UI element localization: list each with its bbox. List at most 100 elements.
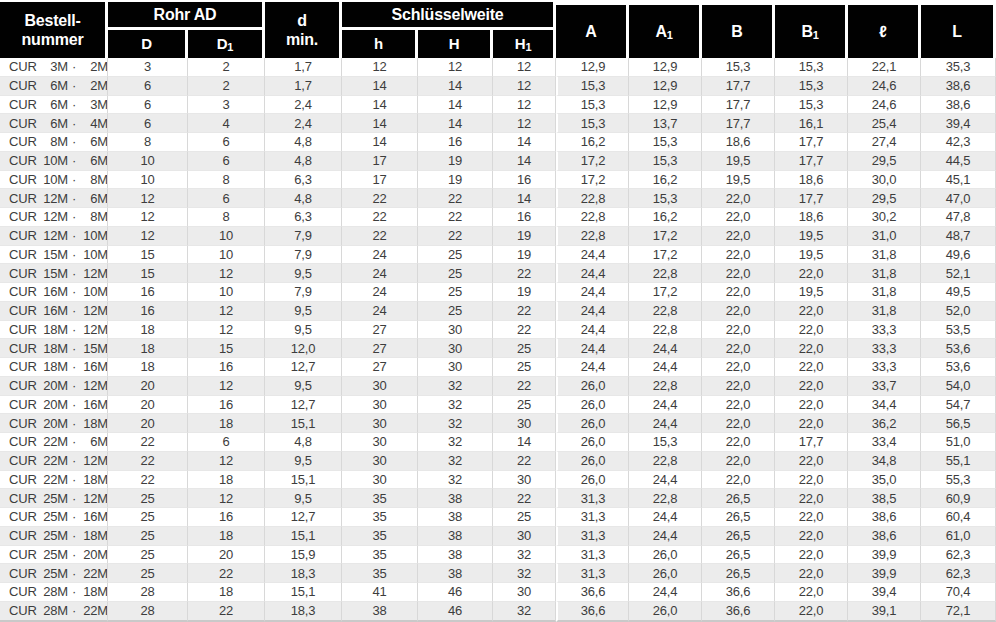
value-cell: 18 (188, 471, 265, 490)
value-cell: 24 (342, 302, 418, 321)
value-cell: 16,1 (775, 114, 848, 133)
table-row: CUR25M·12M25129,535382231,322,826,522,03… (0, 489, 996, 508)
order-number-part-s1: 25M (40, 566, 68, 581)
value-cell: 35 (342, 508, 418, 527)
value-cell: 24 (342, 264, 418, 283)
value-cell: 15,1 (265, 583, 342, 602)
order-number-part-s1: 15M (40, 266, 68, 281)
col-header-l-small: ℓ (848, 0, 921, 58)
value-cell: 8 (188, 208, 265, 227)
col-header-rohr-ad: Rohr AD (108, 0, 265, 30)
order-number-part-s1: 20M (40, 378, 68, 393)
value-cell: 22,0 (775, 377, 848, 396)
order-number-part-s2: 12M (80, 266, 108, 281)
value-cell: 26,0 (629, 564, 702, 583)
value-cell: 22,8 (629, 377, 702, 396)
value-cell: 12 (418, 58, 493, 77)
value-cell: 22,8 (629, 264, 702, 283)
order-number-part-s2: 6M (80, 134, 108, 149)
value-cell: 19 (418, 152, 493, 171)
value-cell: 8 (108, 133, 188, 152)
order-number-part-pfx: CUR (9, 472, 40, 487)
value-cell: 22,1 (848, 58, 921, 77)
value-cell: 14 (342, 133, 418, 152)
table-row: CUR25M·18M251815,135383031,324,426,522,0… (0, 527, 996, 546)
value-cell: 25 (108, 508, 188, 527)
value-cell: 9,5 (265, 377, 342, 396)
value-cell: 39,4 (848, 583, 921, 602)
value-cell: 36,6 (702, 583, 775, 602)
value-cell: 6 (188, 189, 265, 208)
value-cell: 22 (418, 208, 493, 227)
value-cell: 17,7 (702, 77, 775, 96)
order-number-part-s1: 16M (40, 303, 68, 318)
value-cell: 30 (342, 452, 418, 471)
value-cell: 24,4 (629, 527, 702, 546)
value-cell: 30 (493, 471, 556, 490)
value-cell: 30 (493, 414, 556, 433)
order-number-part-pfx: CUR (9, 341, 40, 356)
value-cell: 22,8 (629, 452, 702, 471)
value-cell: 32 (418, 377, 493, 396)
value-cell: 32 (418, 396, 493, 415)
value-cell: 25 (418, 302, 493, 321)
value-cell: 35,0 (848, 471, 921, 490)
value-cell: 19,5 (775, 246, 848, 265)
col-header-bestellnummer: Bestell- nummer (0, 0, 108, 58)
col-header-h-big: H (418, 30, 493, 58)
value-cell: 12 (188, 377, 265, 396)
value-cell: 45,1 (921, 171, 996, 190)
value-cell: 22 (108, 471, 188, 490)
value-cell: 15,3 (556, 77, 629, 96)
value-cell: 8 (188, 171, 265, 190)
value-cell: 7,9 (265, 283, 342, 302)
value-cell: 33,3 (848, 321, 921, 340)
value-cell: 30 (418, 339, 493, 358)
value-cell: 48,7 (921, 227, 996, 246)
value-cell: 38,6 (921, 77, 996, 96)
value-cell: 17,7 (775, 152, 848, 171)
value-cell: 22 (108, 452, 188, 471)
col-header-b1: B1 (775, 0, 848, 58)
value-cell: 36,2 (848, 414, 921, 433)
value-cell: 16 (108, 283, 188, 302)
value-cell: 38,5 (848, 489, 921, 508)
value-cell: 10 (188, 227, 265, 246)
order-number-part-s2: 6M (80, 191, 108, 206)
value-cell: 22,0 (775, 264, 848, 283)
order-number-part-dot: · (68, 584, 80, 599)
value-cell: 31,8 (848, 246, 921, 265)
order-number-part-s1: 25M (40, 528, 68, 543)
order-number-part-s2: 2M (80, 78, 108, 93)
value-cell: 22 (493, 321, 556, 340)
value-cell: 35 (342, 546, 418, 565)
value-cell: 22,0 (702, 283, 775, 302)
order-number-part-pfx: CUR (9, 491, 40, 506)
value-cell: 55,1 (921, 452, 996, 471)
value-cell: 22,0 (775, 302, 848, 321)
value-cell: 18 (188, 583, 265, 602)
value-cell: 24,4 (556, 302, 629, 321)
value-cell: 12 (108, 208, 188, 227)
order-number-cell: CUR25M·18M (0, 527, 108, 546)
value-cell: 25 (418, 264, 493, 283)
order-number-part-dot: · (68, 209, 80, 224)
order-number-cell: CUR28M·22M (0, 602, 108, 622)
order-number-part-s1: 12M (40, 191, 68, 206)
order-number-part-s1: 20M (40, 416, 68, 431)
value-cell: 38 (418, 508, 493, 527)
col-header-l-big: L (921, 0, 996, 58)
col-header-d1: D1 (188, 30, 265, 58)
value-cell: 22,0 (775, 321, 848, 340)
order-number-part-pfx: CUR (9, 416, 40, 431)
value-cell: 22,0 (702, 227, 775, 246)
order-number-part-s1: 15M (40, 247, 68, 262)
value-cell: 12 (493, 114, 556, 133)
value-cell: 15,3 (629, 152, 702, 171)
value-cell: 19,5 (702, 152, 775, 171)
value-cell: 22 (418, 227, 493, 246)
value-cell: 10 (108, 152, 188, 171)
value-cell: 16 (493, 171, 556, 190)
value-cell: 31,8 (848, 283, 921, 302)
value-cell: 22 (108, 433, 188, 452)
